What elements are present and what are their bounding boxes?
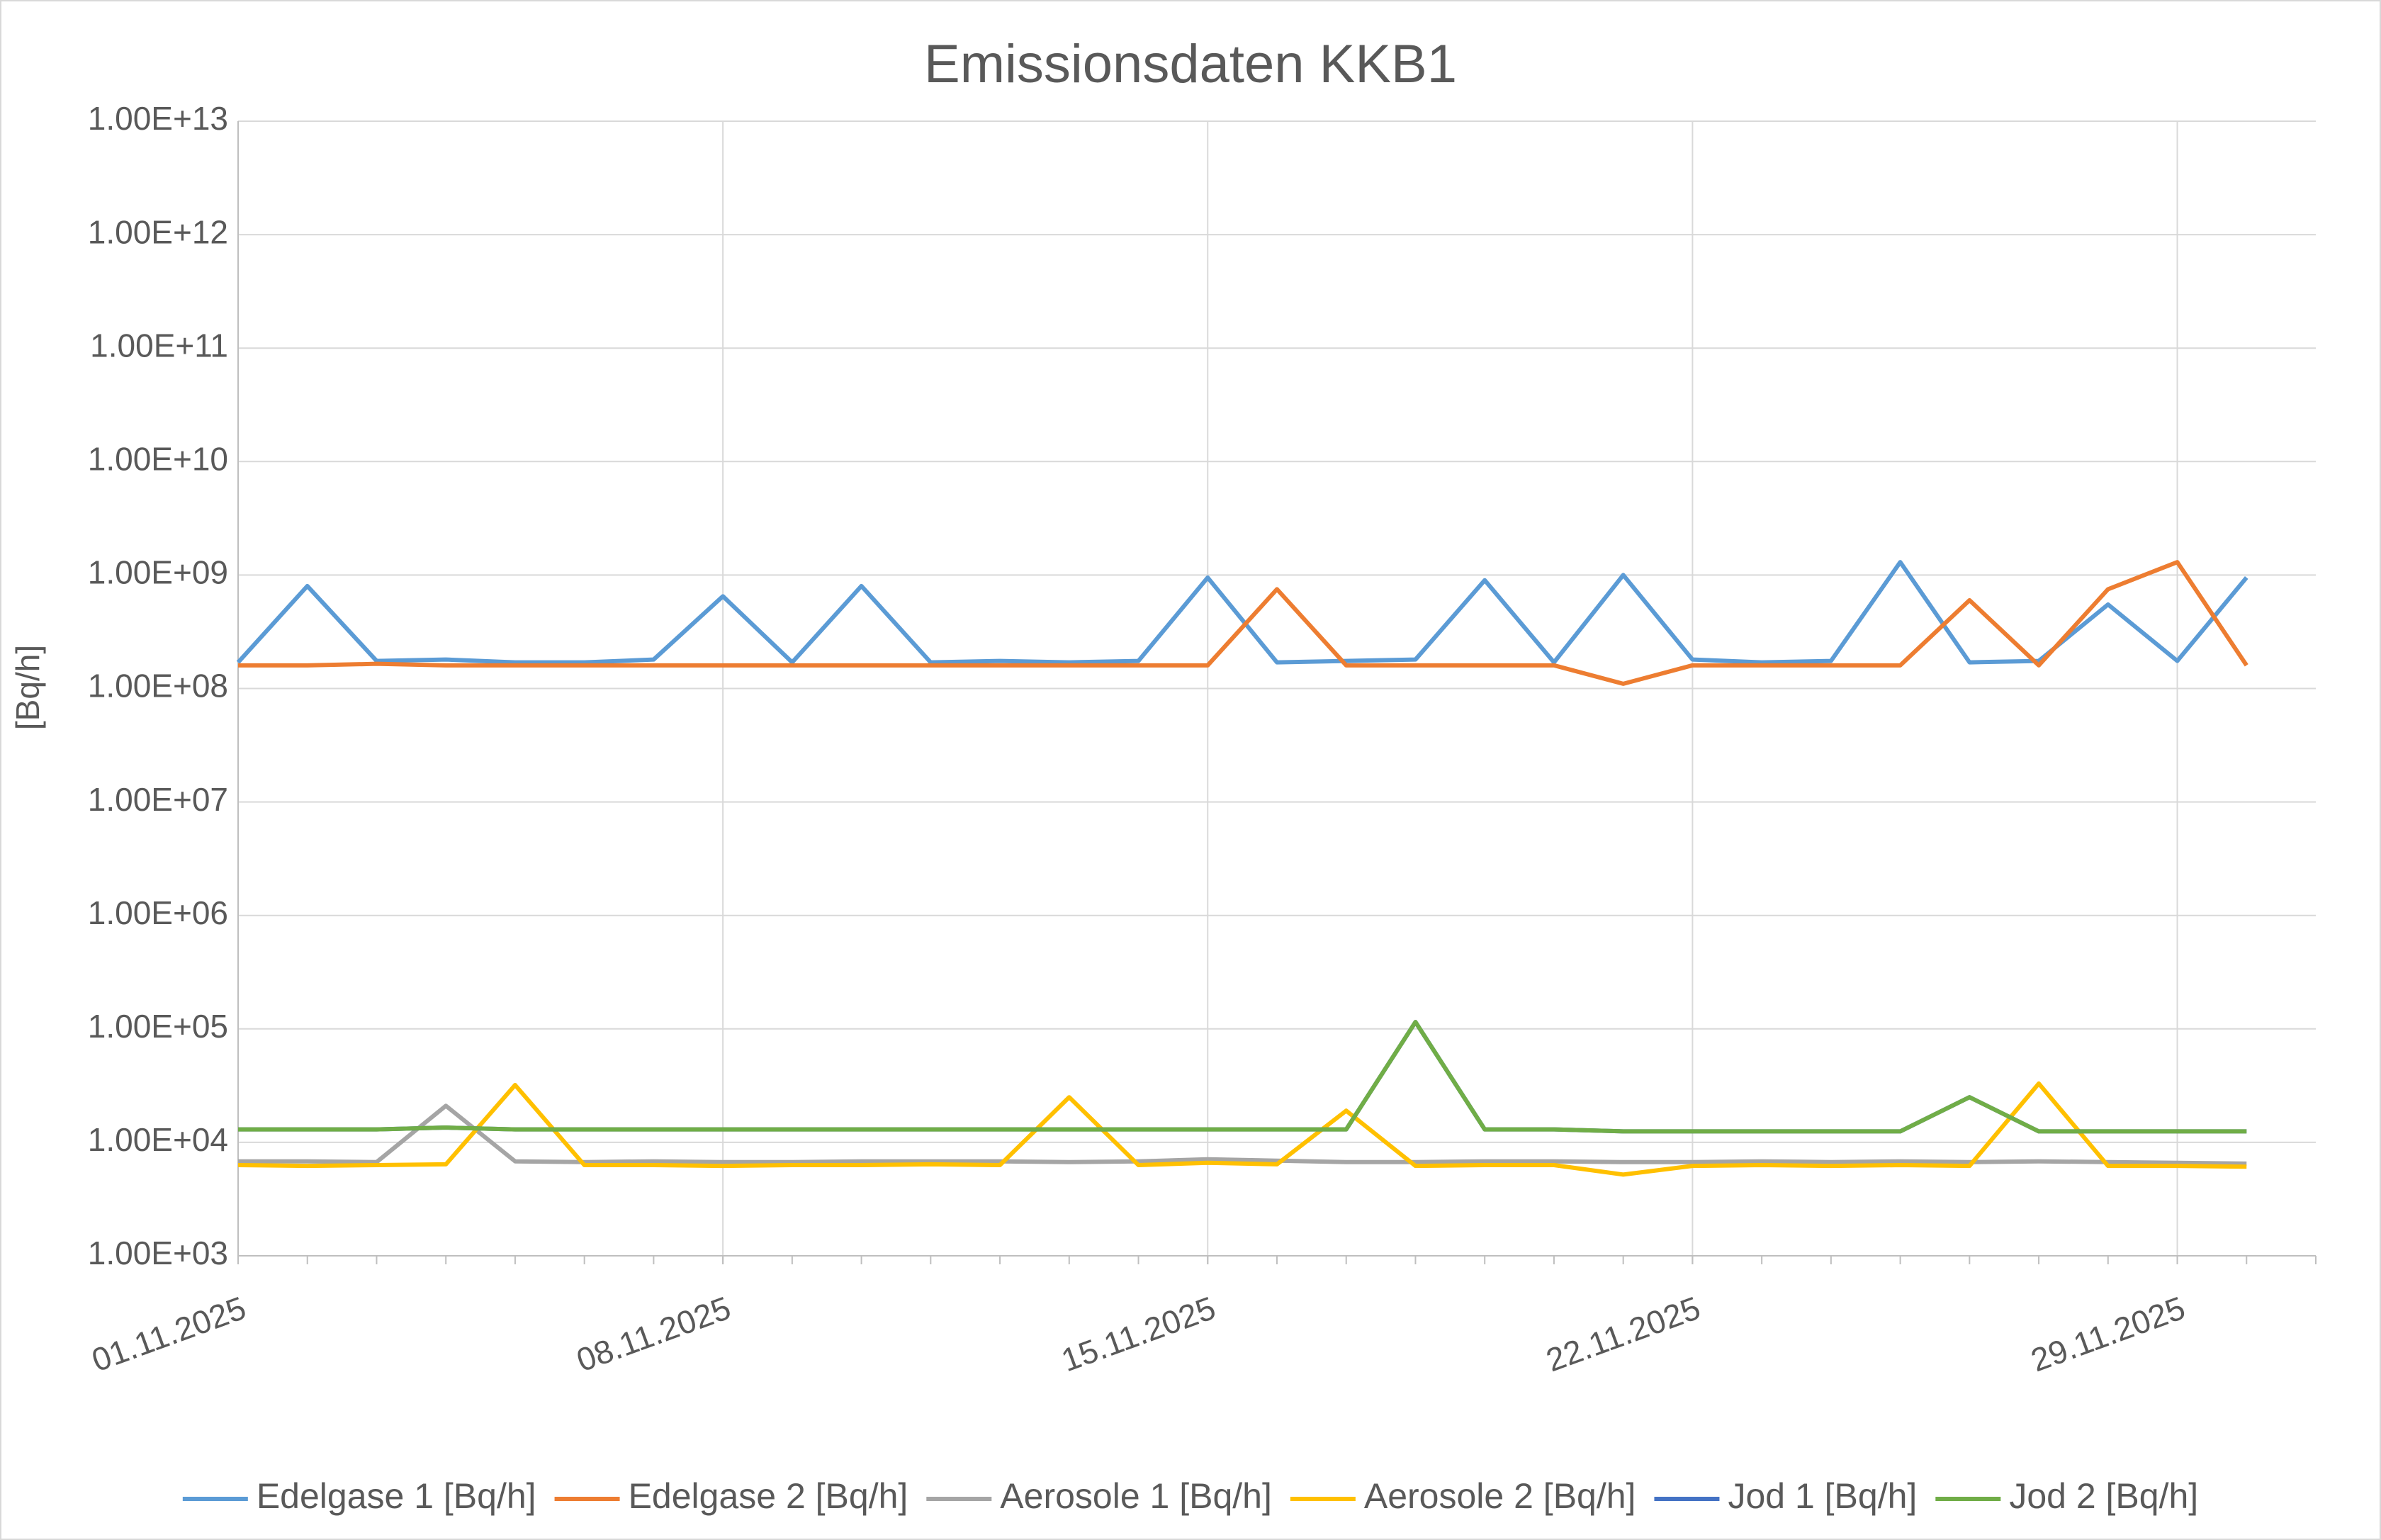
- y-tick-label: 1.00E+06: [88, 894, 228, 931]
- series-line: [237, 1081, 2247, 1177]
- axis-line: [237, 121, 2316, 1257]
- series-line: [238, 1103, 2247, 1166]
- y-tick-label: 1.00E+13: [88, 100, 228, 137]
- y-tick-label: 1.00E+11: [90, 327, 228, 364]
- legend-label: Jod 2 [Bq/h]: [2009, 1476, 2198, 1516]
- chart-title: Emissionsdaten KKB1: [924, 34, 1457, 94]
- series-line: [238, 560, 2248, 686]
- y-tick-label: 1.00E+10: [88, 440, 228, 477]
- y-tick-label: 1.00E+07: [88, 781, 228, 818]
- series-line: [238, 1020, 2247, 1134]
- y-tick-label: 1.00E+08: [88, 668, 228, 704]
- y-tick-label: 1.00E+09: [88, 554, 228, 591]
- y-axis-label: [Bq/h]: [9, 645, 46, 730]
- legend-label: Jod 1 [Bq/h]: [1728, 1476, 1917, 1516]
- legend-label: Aerosole 1 [Bq/h]: [1000, 1476, 1272, 1516]
- legend-label: Edelgase 1 [Bq/h]: [257, 1476, 536, 1516]
- legend-label: Edelgase 2 [Bq/h]: [629, 1476, 908, 1516]
- y-tick-label: 1.00E+05: [88, 1008, 228, 1045]
- legend-label: Aerosole 2 [Bq/h]: [1364, 1476, 1636, 1516]
- y-tick-label: 1.00E+04: [88, 1121, 228, 1158]
- series-line: [236, 560, 2248, 665]
- y-tick-label: 1.00E+12: [88, 213, 228, 250]
- y-tick-label: 1.00E+03: [88, 1235, 228, 1271]
